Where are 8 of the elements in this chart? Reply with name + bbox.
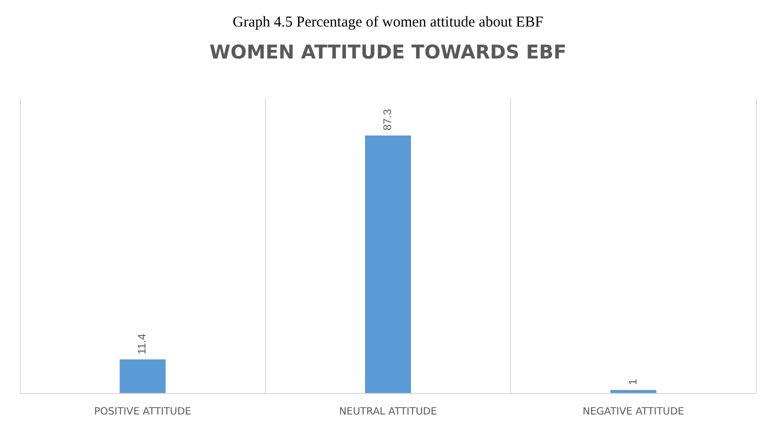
data-label: 1 bbox=[627, 378, 640, 386]
x-tick-label: POSITIVE ATTITUDE bbox=[94, 406, 192, 418]
x-tick-label: NEGATIVE ATTITUDE bbox=[582, 406, 684, 418]
caption: Graph 4.5 Percentage of women attitude about EBF bbox=[232, 14, 544, 30]
data-label: 87.3 bbox=[382, 109, 394, 130]
chart-title: WOMEN ATTITUDE TOWARDS EBF bbox=[210, 42, 566, 64]
data-label: 11.4 bbox=[136, 334, 149, 354]
x-tick-label: NEUTRAL ATTITUDE bbox=[339, 406, 437, 418]
